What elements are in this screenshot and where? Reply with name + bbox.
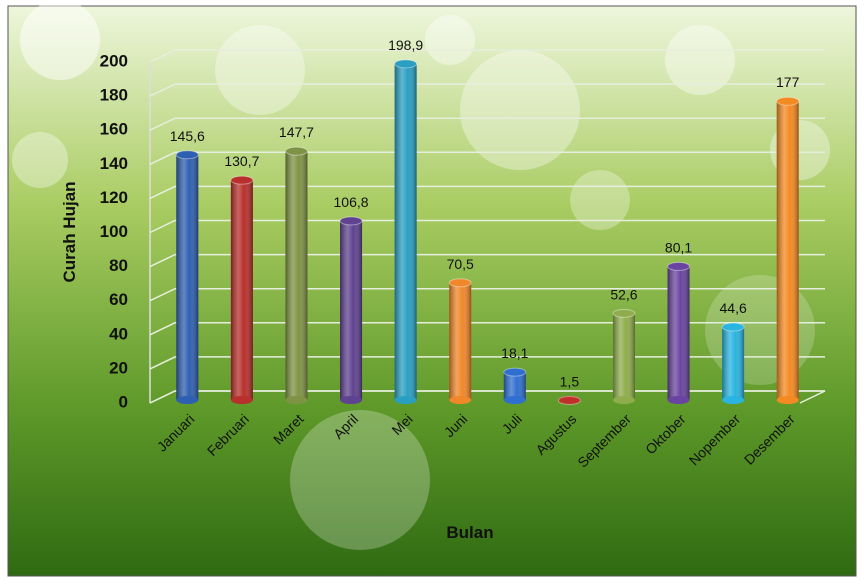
value-label: 44,6 [720, 300, 747, 316]
value-label: 1,5 [560, 373, 580, 389]
y-tick-label: 180 [100, 86, 128, 105]
bar-top [613, 309, 635, 317]
bar-bottom [176, 396, 198, 404]
x-axis-title: Bulan [446, 523, 493, 542]
y-tick-label: 100 [100, 222, 128, 241]
bar-top [449, 279, 471, 287]
value-label: 80,1 [665, 239, 692, 255]
value-label: 52,6 [610, 286, 637, 302]
bar-bottom [285, 396, 307, 404]
value-label: 145,6 [170, 128, 205, 144]
y-tick-label: 200 [100, 51, 128, 70]
value-label: 147,7 [279, 124, 314, 140]
bar [449, 279, 471, 404]
y-tick-label: 0 [119, 392, 128, 411]
bar-shade [231, 180, 253, 400]
bar-shade [668, 266, 690, 400]
value-label: 177 [776, 74, 800, 90]
y-tick-label: 40 [109, 324, 128, 343]
bar [668, 262, 690, 404]
y-axis-title: Curah Hujan [60, 181, 79, 282]
bar-bottom [395, 396, 417, 404]
bar [558, 396, 580, 404]
bar-shade [395, 64, 417, 400]
bar-shade [340, 221, 362, 400]
bar-shade [613, 313, 635, 400]
bar-bottom [340, 396, 362, 404]
bar [231, 176, 253, 404]
bar-bottom [613, 396, 635, 404]
value-label: 130,7 [224, 153, 259, 169]
bar-top [285, 147, 307, 155]
bar-top [668, 262, 690, 270]
chart: Curah Hujan Bulan 0 20 40 60 80 100 120 140 160 1… [0, 0, 864, 581]
bar-bottom [722, 396, 744, 404]
y-tick-label: 60 [109, 290, 128, 309]
y-tick-label: 160 [100, 120, 128, 139]
y-tick-label: 120 [100, 188, 128, 207]
bar-top [231, 176, 253, 184]
value-label: 198,9 [388, 37, 423, 53]
bar [613, 309, 635, 404]
bar [504, 368, 526, 404]
bar-top [340, 217, 362, 225]
bar [722, 323, 744, 404]
value-label: 70,5 [447, 256, 474, 272]
y-tick-label: 140 [100, 154, 128, 173]
bar-bottom [777, 396, 799, 404]
bar-top [176, 151, 198, 159]
bar-top [395, 60, 417, 68]
bar [176, 151, 198, 404]
bar-shade [285, 151, 307, 400]
bar-shade [176, 155, 198, 400]
bar-bottom [231, 396, 253, 404]
y-tick-label: 20 [109, 358, 128, 377]
bar-top [504, 368, 526, 376]
bar-top [722, 323, 744, 331]
bar-top [558, 396, 580, 404]
bar [340, 217, 362, 404]
bar-bottom [504, 396, 526, 404]
value-label: 106,8 [334, 194, 369, 210]
bar-shade [777, 101, 799, 400]
y-tick-label: 80 [109, 256, 128, 275]
bar-top [777, 97, 799, 105]
value-label: 18,1 [501, 345, 528, 361]
bar-shade [449, 283, 471, 400]
bar-bottom [449, 396, 471, 404]
bar [285, 147, 307, 404]
bar-shade [722, 327, 744, 400]
bar [777, 97, 799, 404]
bar-bottom [668, 396, 690, 404]
bar [395, 60, 417, 404]
